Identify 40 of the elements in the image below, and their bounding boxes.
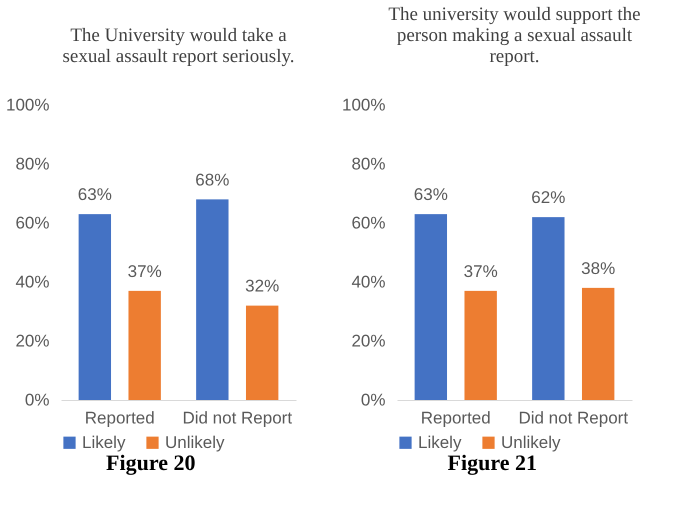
- data-label: 37%: [464, 262, 498, 281]
- chart-title: The University would take a sexual assault report seriously.: [62, 25, 294, 67]
- y-tick-label: 60%: [351, 214, 386, 232]
- y-tick-label: 40%: [15, 272, 50, 292]
- y-tick-label: 100%: [6, 96, 50, 114]
- data-label: 62%: [531, 188, 566, 208]
- y-tick-label: 100%: [342, 96, 386, 114]
- legend-label: Likely: [82, 432, 126, 452]
- bar: [78, 214, 112, 400]
- y-tick-label: 20%: [15, 332, 50, 350]
- data-label: 38%: [581, 258, 616, 278]
- caption: Figure 21: [448, 450, 537, 475]
- caption: Figure 20: [106, 450, 196, 475]
- legend-label: Unlikely: [165, 432, 226, 452]
- data-label: 37%: [128, 262, 162, 281]
- bar: [128, 290, 161, 400]
- x-tick-label: Reported: [420, 408, 491, 428]
- bar: [196, 199, 229, 400]
- y-tick-label: 20%: [351, 332, 386, 350]
- y-tick-label: 60%: [15, 214, 50, 232]
- data-label: 68%: [195, 170, 230, 190]
- data-label: 32%: [245, 276, 280, 296]
- x-tick-label: Did not Report: [518, 408, 628, 428]
- data-label: 63%: [414, 185, 448, 204]
- y-tick-label: 0%: [360, 390, 386, 410]
- x-tick-label: Did not Report: [182, 408, 292, 428]
- legend-label: Unlikely: [501, 432, 562, 452]
- data-label: 63%: [78, 185, 112, 204]
- x-tick-label: Reported: [84, 408, 155, 428]
- y-tick-label: 40%: [351, 272, 386, 292]
- bar: [246, 306, 278, 400]
- bar: [582, 288, 614, 400]
- y-tick-label: 80%: [351, 154, 386, 174]
- bar: [464, 290, 497, 400]
- y-tick-label: 0%: [24, 390, 50, 410]
- legend-label: Likely: [418, 432, 462, 452]
- bar: [414, 214, 448, 400]
- y-tick-label: 80%: [15, 154, 50, 174]
- bar: [532, 217, 565, 400]
- chart-title: The university would support the person making a sexual assault report.: [388, 4, 641, 67]
